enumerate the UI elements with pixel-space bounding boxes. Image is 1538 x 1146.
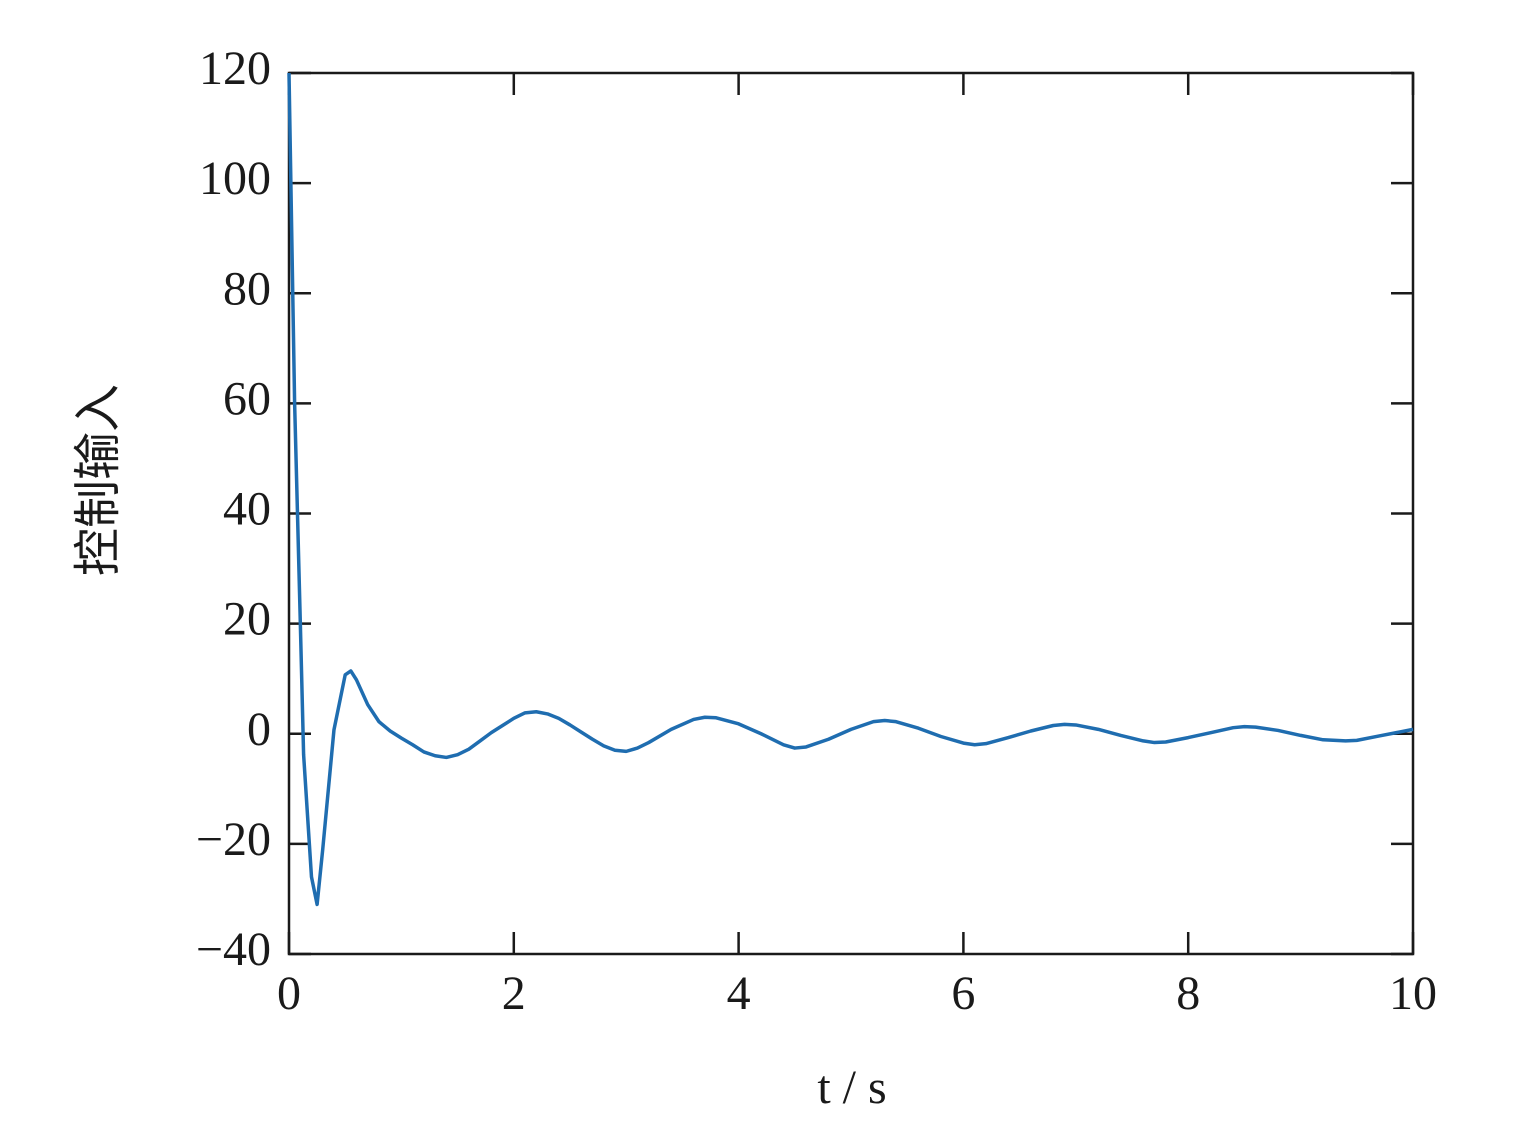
y-tick-label: 40	[223, 483, 271, 536]
plot-frame	[287, 71, 1415, 956]
y-tick-label: 80	[223, 262, 271, 315]
y-tick-label: −20	[196, 813, 271, 866]
x-tick-label: 4	[727, 967, 751, 1020]
y-tick-label: 100	[199, 152, 271, 205]
y-tick-label: −40	[196, 923, 271, 976]
y-tick-label: 120	[199, 42, 271, 95]
data-line	[287, 72, 1414, 907]
y-tick-label: 60	[223, 372, 271, 425]
x-tick-label: 10	[1389, 967, 1437, 1020]
y-tick-label: 20	[223, 593, 271, 646]
x-tick-label: 0	[277, 967, 301, 1020]
y-tick-label: 0	[247, 703, 271, 756]
x-tick-label: 2	[502, 967, 526, 1020]
x-axis-label: t / s	[817, 1061, 886, 1114]
x-tick-label: 8	[1176, 967, 1200, 1020]
y-axis-label: 控制输入	[72, 384, 125, 576]
x-tick-label: 6	[951, 967, 975, 1020]
